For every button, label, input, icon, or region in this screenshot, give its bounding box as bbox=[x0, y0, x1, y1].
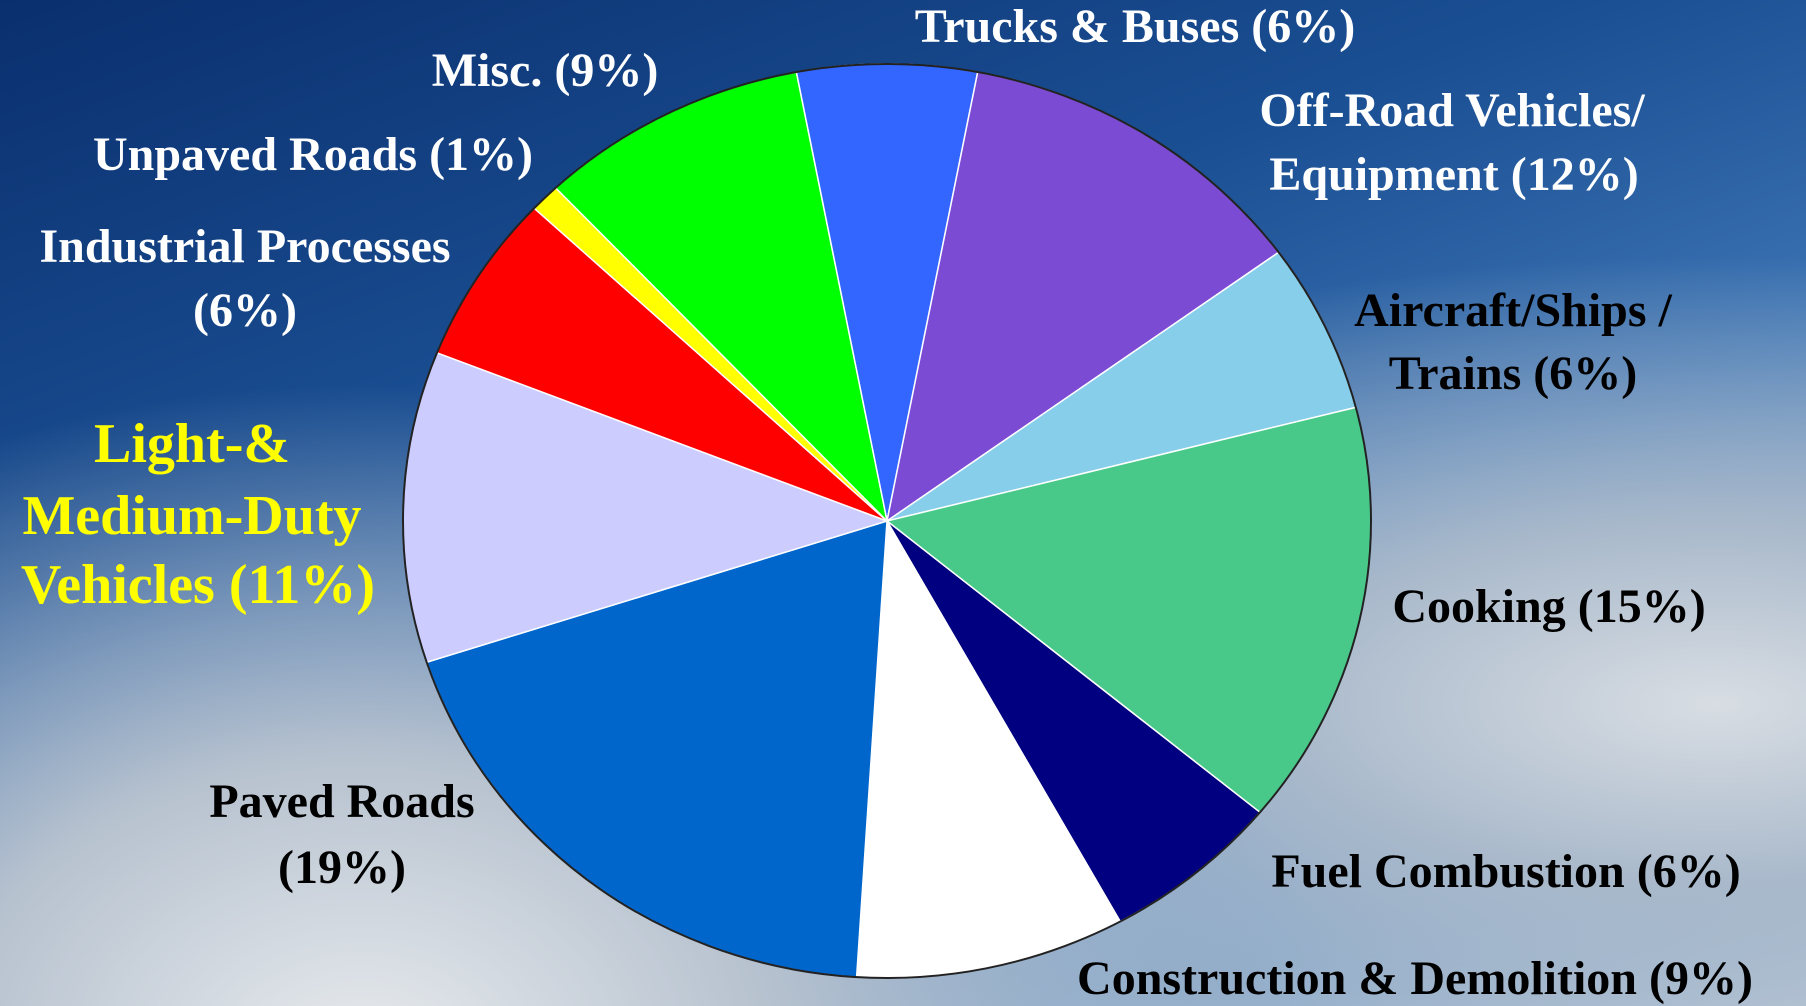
slice-label: (6%) bbox=[193, 284, 297, 337]
pie-outline bbox=[402, 63, 1372, 979]
slice-label: Unpaved Roads (1%) bbox=[93, 128, 533, 181]
slice-label: Light-& bbox=[94, 413, 290, 475]
slice-label: Misc. (9%) bbox=[432, 44, 659, 97]
slice-label: Aircraft/Ships / bbox=[1354, 284, 1672, 337]
slice-label: Paved Roads bbox=[209, 775, 474, 828]
slice-label: Medium-Duty bbox=[22, 485, 361, 547]
slice-label: Vehicles (11%) bbox=[21, 554, 375, 616]
slice-label: (19%) bbox=[278, 841, 406, 894]
slice-label: Trucks & Buses (6%) bbox=[915, 0, 1355, 53]
slice-label: Industrial Processes bbox=[39, 220, 450, 273]
slice-label: Off-Road Vehicles/ bbox=[1259, 84, 1645, 137]
slice-label: Fuel Combustion (6%) bbox=[1271, 845, 1740, 898]
slice-label: Construction & Demolition (9%) bbox=[1077, 952, 1753, 1005]
slice-label: Equipment (12%) bbox=[1269, 148, 1638, 201]
slice-label: Cooking (15%) bbox=[1392, 580, 1705, 633]
slice-label: Trains (6%) bbox=[1389, 347, 1637, 400]
